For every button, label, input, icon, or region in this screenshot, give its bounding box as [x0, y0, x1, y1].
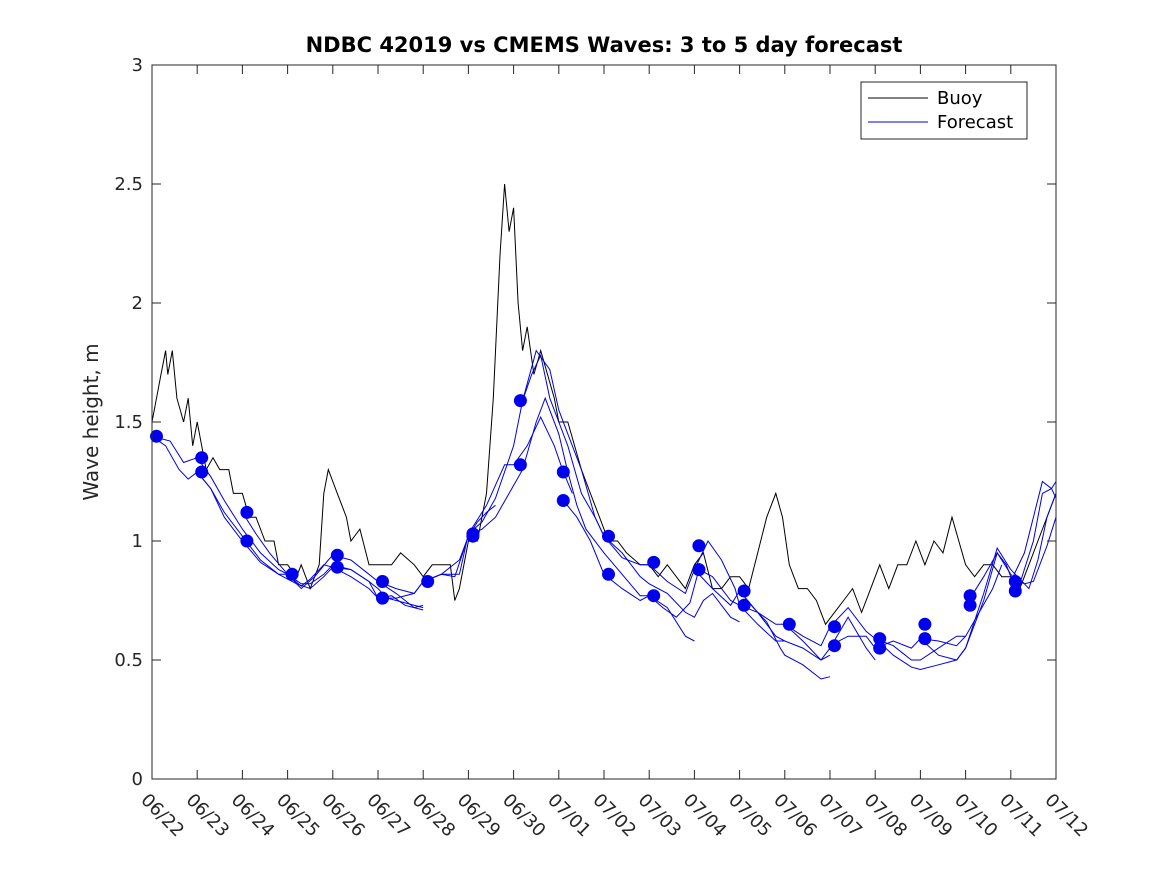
legend-forecast-label: Forecast: [937, 112, 1013, 133]
forecast-marker-20: [647, 589, 661, 603]
series-buoy-line: [152, 183, 1056, 626]
forecast-marker-28: [873, 632, 887, 646]
x-tick-label-0: 06/22: [136, 790, 188, 842]
x-tick-label-3: 06/25: [272, 790, 324, 842]
forecast-marker-13: [513, 394, 527, 408]
x-tick-label-15: 07/07: [814, 790, 866, 842]
x-tick-label-19: 07/11: [995, 790, 1047, 842]
axes-box: [151, 64, 1057, 780]
series-forecast-line-5: [423, 396, 695, 642]
x-tick-label-1: 06/23: [182, 790, 234, 842]
forecast-marker-3: [240, 505, 254, 519]
forecast-marker-33: [963, 598, 977, 612]
series-forecast-line-14: [920, 493, 1056, 661]
forecast-marker-25: [782, 617, 796, 631]
forecast-marker-12: [466, 527, 480, 541]
series-forecast-line-4: [377, 416, 573, 594]
forecast-marker-31: [918, 632, 932, 646]
forecast-marker-21: [692, 539, 706, 553]
x-tick-label-7: 06/29: [453, 790, 505, 842]
forecast-marker-17: [602, 529, 615, 543]
legend-box: [860, 81, 1028, 140]
x-tick-label-2: 06/24: [227, 790, 279, 842]
x-tick-label-8: 06/30: [498, 790, 550, 842]
y-tick-label-2: 1: [132, 531, 143, 552]
x-tick-label-17: 07/09: [905, 790, 957, 842]
forecast-marker-4: [240, 534, 254, 548]
x-tick-label-11: 07/03: [634, 790, 686, 842]
y-tick-label-4: 2: [132, 293, 143, 314]
y-tick-label-1: 0.5: [114, 650, 143, 671]
x-tick-label-13: 07/05: [724, 790, 776, 842]
forecast-marker-2: [195, 465, 209, 479]
forecast-marker-34: [1008, 575, 1022, 588]
x-tick-label-20: 07/12: [1040, 790, 1092, 842]
forecast-marker-22: [692, 563, 706, 577]
y-tick-label-5: 2.5: [114, 174, 143, 195]
x-tick-label-6: 06/28: [408, 790, 460, 842]
forecast-marker-32: [963, 589, 977, 603]
legend-buoy-label: Buoy: [937, 88, 983, 109]
chart-title: NDBC 42019 vs CMEMS Waves: 3 to 5 day fo…: [306, 33, 903, 57]
x-tick-label-10: 07/02: [588, 790, 640, 842]
forecast-marker-8: [376, 575, 389, 588]
forecast-marker-0: [150, 429, 163, 443]
y-axis-label: Wave height, m: [79, 343, 103, 500]
forecast-marker-15: [556, 465, 570, 479]
x-tick-label-18: 07/10: [950, 790, 1002, 842]
forecast-marker-1: [195, 451, 209, 465]
y-tick-label-0: 0: [132, 769, 143, 790]
series-forecast-line-9: [694, 569, 831, 680]
forecast-marker-16: [556, 494, 570, 507]
forecast-marker-7: [330, 560, 344, 574]
forecast-marker-9: [376, 591, 389, 605]
forecast-marker-18: [602, 567, 615, 581]
forecast-marker-35: [1008, 584, 1022, 598]
axes: 06/2206/2306/2406/2506/2606/2706/2806/29…: [114, 55, 1092, 841]
forecast-marker-5: [285, 567, 299, 581]
x-tick-label-12: 07/04: [679, 790, 731, 842]
x-tick-label-16: 07/08: [860, 790, 912, 842]
series-forecast-line-16: [1010, 480, 1056, 582]
forecast-marker-26: [828, 620, 841, 634]
series-forecast-line-6: [468, 353, 740, 623]
forecast-marker-23: [737, 584, 751, 598]
series-forecast-line-8: [562, 500, 831, 661]
forecast-marker-27: [828, 639, 841, 653]
x-tick-label-4: 06/26: [317, 790, 369, 842]
forecast-marker-19: [647, 555, 661, 569]
y-tick-label-3: 1.5: [114, 412, 143, 433]
forecast-marker-30: [918, 617, 932, 631]
legend: Buoy Forecast: [860, 81, 1028, 140]
x-tick-label-14: 07/06: [769, 790, 821, 842]
y-tick-label-6: 3: [132, 55, 143, 76]
x-tick-label-5: 06/27: [362, 790, 414, 842]
series-forecast-line-3: [241, 504, 496, 599]
x-tick-label-9: 07/01: [543, 790, 595, 842]
forecast-marker-10: [421, 575, 435, 588]
forecast-marker-14: [513, 458, 527, 472]
plot-area: [150, 183, 1056, 680]
forecast-marker-24: [737, 598, 751, 612]
series-forecast-line-10: [739, 590, 876, 661]
forecast-marker-29: [873, 641, 887, 655]
forecast-marker-6: [330, 548, 344, 562]
